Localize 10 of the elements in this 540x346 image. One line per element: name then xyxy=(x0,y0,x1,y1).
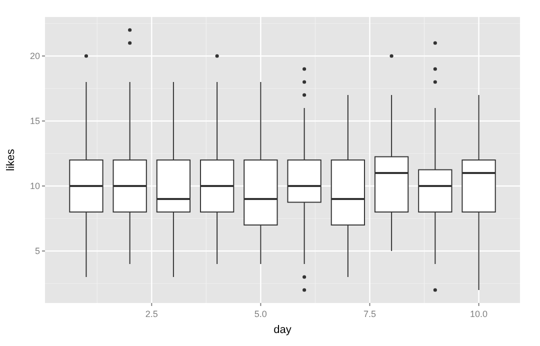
y-axis-title: likes xyxy=(5,148,17,172)
y-tick-label: 10 xyxy=(30,181,40,192)
x-tick-label: 7.5 xyxy=(363,309,376,319)
y-tick-label: 20 xyxy=(30,51,40,62)
x-axis-title: day xyxy=(274,324,292,336)
x-tick-label: 10.0 xyxy=(470,309,488,319)
x-tick-label: 2.5 xyxy=(145,309,158,319)
y-tick-label: 15 xyxy=(30,116,40,126)
y-tick-label: 5 xyxy=(34,246,40,256)
x-tick-label: 5.0 xyxy=(254,309,267,319)
